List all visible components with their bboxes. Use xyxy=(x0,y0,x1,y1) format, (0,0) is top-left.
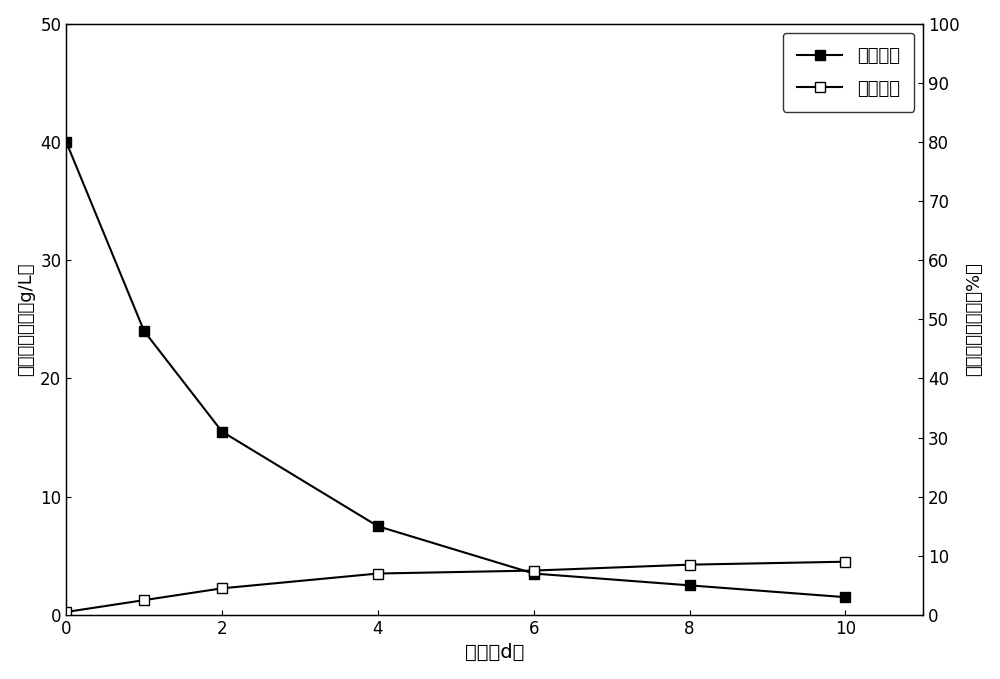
Legend: 高锡酸销, 总石油烃: 高锡酸销, 总石油烃 xyxy=(783,33,914,112)
总石油烃 xyxy=(684,561,696,569)
高锡酸销 xyxy=(216,428,228,436)
总石油烃 xyxy=(372,570,384,578)
总石油烃 xyxy=(839,557,851,566)
总石油烃 xyxy=(528,566,540,574)
Y-axis label: 高锡酸销浓度（g/L）: 高锡酸销浓度（g/L） xyxy=(17,263,35,376)
总石油烃 xyxy=(138,596,150,604)
Line: 高锡酸销: 高锡酸销 xyxy=(61,137,850,602)
Line: 总石油烃: 总石油烃 xyxy=(61,557,850,617)
X-axis label: 时间（d）: 时间（d） xyxy=(465,643,524,662)
高锡酸销 xyxy=(372,522,384,530)
总石油烃 xyxy=(216,584,228,592)
高锡酸销 xyxy=(528,570,540,578)
总石油烃 xyxy=(60,608,72,616)
高锡酸销 xyxy=(138,327,150,335)
高锡酸销 xyxy=(60,138,72,146)
Y-axis label: 总石油烃挥发量（%）: 总石油烃挥发量（%） xyxy=(965,262,983,376)
高锡酸销 xyxy=(839,593,851,601)
高锡酸销 xyxy=(684,581,696,589)
